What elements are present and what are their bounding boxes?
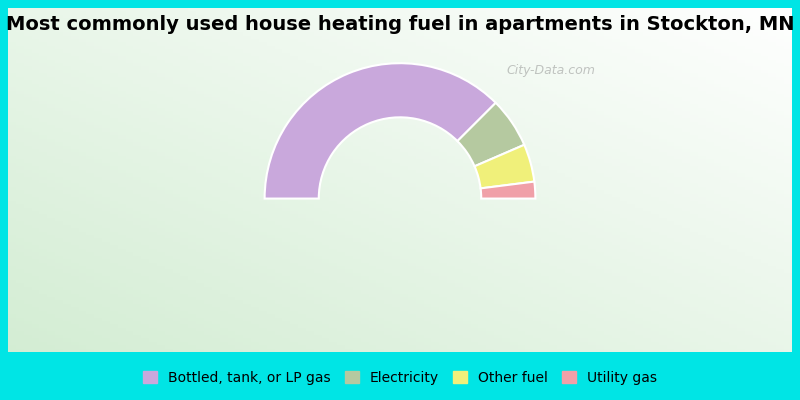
Wedge shape <box>265 63 496 198</box>
Legend: Bottled, tank, or LP gas, Electricity, Other fuel, Utility gas: Bottled, tank, or LP gas, Electricity, O… <box>139 367 661 389</box>
Text: City-Data.com: City-Data.com <box>506 64 595 77</box>
Text: Most commonly used house heating fuel in apartments in Stockton, MN: Most commonly used house heating fuel in… <box>6 14 794 34</box>
Wedge shape <box>458 103 524 166</box>
Wedge shape <box>481 182 535 198</box>
Wedge shape <box>474 145 534 188</box>
